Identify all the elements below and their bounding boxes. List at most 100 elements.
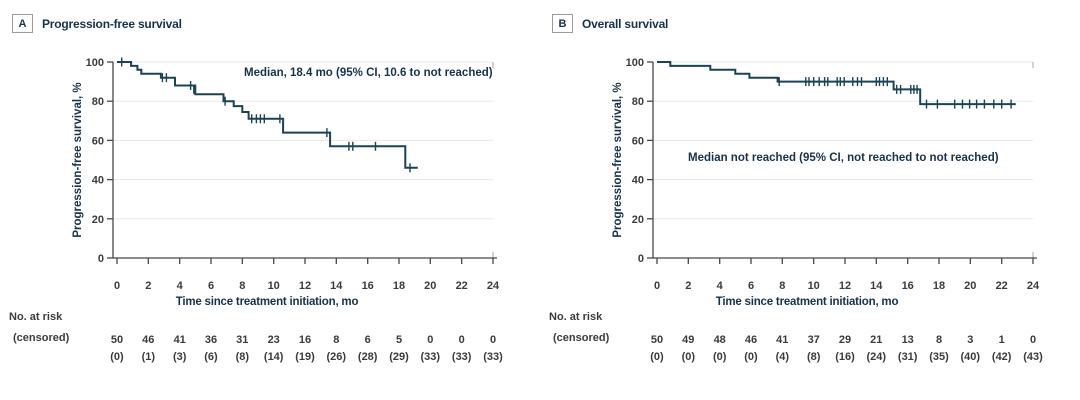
at-risk-value: 0 (427, 334, 433, 346)
x-tick-label: 14 (870, 280, 883, 292)
x-tick-label: 16 (902, 280, 914, 292)
km-curve (657, 61, 1016, 106)
panel-b-header: B Overall survival (552, 14, 668, 33)
censored-value: (31) (898, 351, 918, 363)
at-risk-value: 5 (396, 334, 402, 346)
panel-title: Progression-free survival (42, 16, 182, 31)
censored-value: (24) (867, 351, 887, 363)
x-tick-label: 20 (424, 280, 436, 292)
y-tick-label: 0 (638, 253, 644, 265)
censored-value: (14) (264, 351, 284, 363)
at-risk-value: 49 (682, 334, 694, 346)
censored-value: (0) (650, 351, 664, 363)
median-annotation: Median, 18.4 mo (95% CI, 10.6 to not rea… (244, 67, 493, 79)
panel-a: A Progression-free survival Progression-… (9, 14, 503, 363)
x-tick-label: 8 (239, 280, 245, 292)
censored-value: (0) (713, 351, 727, 363)
x-tick-label: 14 (330, 280, 343, 292)
x-tick-label: 18 (933, 280, 945, 292)
panel-letter-badge: A (12, 14, 33, 33)
panel-b: B Overall survival Progression-free surv… (540, 0, 1080, 400)
at-risk-value: 36 (205, 334, 217, 346)
x-tick-label: 10 (268, 280, 280, 292)
at-risk-value: 1 (999, 334, 1005, 346)
censored-value: (40) (961, 351, 981, 363)
censored-value: (8) (807, 351, 821, 363)
risk-table-label: No. at risk (549, 311, 603, 323)
y-tick-label: 20 (92, 214, 104, 226)
censored-value: (19) (295, 351, 315, 363)
censored-value: (8) (236, 351, 250, 363)
panel-a-header: A Progression-free survival (12, 14, 182, 33)
y-tick-label: 80 (632, 96, 644, 108)
at-risk-value: 48 (714, 334, 726, 346)
x-tick-label: 24 (1027, 280, 1040, 292)
x-axis-title: Time since treatment initiation, mo (175, 296, 359, 308)
x-tick-label: 0 (654, 280, 660, 292)
censored-value: (4) (776, 351, 790, 363)
y-tick-label: 80 (92, 96, 104, 108)
x-tick-label: 16 (362, 280, 374, 292)
x-tick-label: 18 (393, 280, 405, 292)
y-tick-label: 0 (98, 253, 104, 265)
panel-title: Overall survival (582, 16, 669, 31)
x-tick-label: 22 (456, 280, 468, 292)
censored-value: (1) (142, 351, 156, 363)
y-tick-label: 40 (92, 175, 104, 187)
x-tick-label: 6 (748, 280, 754, 292)
y-tick-label: 60 (632, 135, 644, 147)
median-annotation: Median not reached (95% CI, not reached … (688, 152, 999, 164)
y-tick-label: 100 (86, 57, 104, 69)
at-risk-value: 0 (490, 334, 496, 346)
censored-value: (43) (1023, 351, 1043, 363)
x-tick-label: 2 (145, 280, 151, 292)
at-risk-value: 8 (333, 334, 339, 346)
x-tick-label: 12 (299, 280, 311, 292)
risk-table-censored-label: (censored) (553, 332, 610, 344)
x-axis-title: Time since treatment initiation, mo (715, 296, 899, 308)
x-tick-label: 12 (839, 280, 851, 292)
y-tick-label: 20 (632, 214, 644, 226)
x-tick-label: 24 (487, 280, 500, 292)
at-risk-value: 37 (808, 334, 820, 346)
at-risk-value: 46 (745, 334, 757, 346)
censored-value: (26) (327, 351, 347, 363)
x-tick-label: 0 (114, 280, 120, 292)
x-tick-label: 4 (717, 280, 724, 292)
at-risk-value: 46 (142, 334, 154, 346)
risk-table-label: No. at risk (9, 311, 63, 323)
x-tick-label: 6 (208, 280, 214, 292)
x-tick-label: 4 (177, 280, 184, 292)
risk-table-censored-label: (censored) (13, 332, 70, 344)
x-tick-label: 20 (964, 280, 976, 292)
panel-letter-badge: B (552, 14, 573, 33)
at-risk-value: 8 (936, 334, 942, 346)
censored-value: (29) (389, 351, 409, 363)
at-risk-value: 50 (651, 334, 663, 346)
at-risk-value: 41 (174, 334, 186, 346)
censored-value: (28) (358, 351, 378, 363)
censored-value: (33) (421, 351, 441, 363)
censored-value: (3) (173, 351, 187, 363)
at-risk-value: 23 (268, 334, 280, 346)
censored-value: (42) (992, 351, 1012, 363)
at-risk-value: 21 (870, 334, 882, 346)
censored-value: (0) (744, 351, 758, 363)
y-tick-label: 60 (92, 135, 104, 147)
censored-value: (0) (682, 351, 696, 363)
x-tick-label: 2 (685, 280, 691, 292)
at-risk-value: 3 (967, 334, 973, 346)
at-risk-value: 31 (236, 334, 248, 346)
at-risk-value: 16 (299, 334, 311, 346)
at-risk-value: 41 (776, 334, 788, 346)
censored-value: (16) (835, 351, 855, 363)
censored-value: (0) (110, 351, 124, 363)
x-tick-label: 22 (996, 280, 1008, 292)
censored-value: (33) (483, 351, 503, 363)
censored-value: (33) (452, 351, 472, 363)
x-tick-label: 10 (808, 280, 820, 292)
censored-value: (6) (204, 351, 218, 363)
